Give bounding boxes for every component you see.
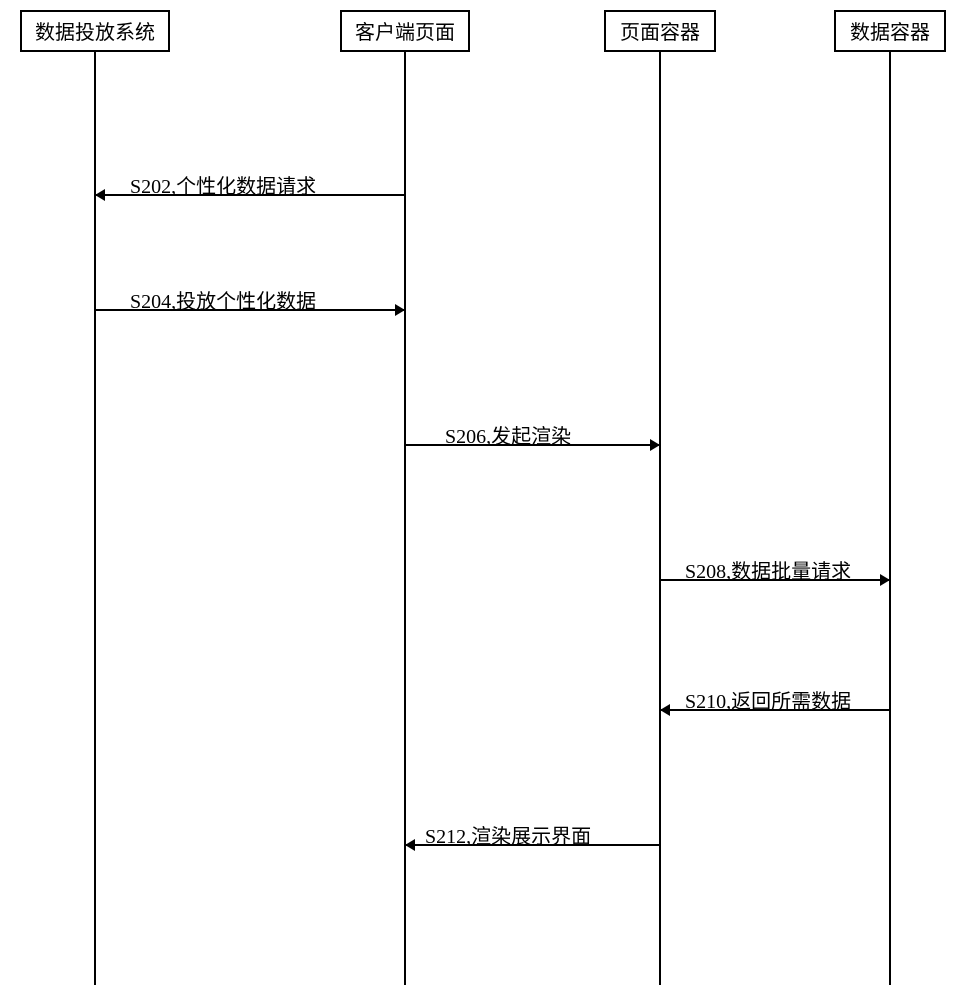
participant-label: 数据容器 (850, 22, 930, 44)
message-arrow-s208 (660, 568, 890, 592)
lifeline-p4 (889, 52, 891, 985)
message-arrow-s206 (405, 433, 660, 457)
participant-box-page-container: 页面容器 (604, 10, 716, 52)
message-arrow-s204 (95, 298, 405, 322)
message-arrow-s210 (660, 698, 890, 722)
participant-label: 数据投放系统 (35, 22, 155, 44)
participant-label: 页面容器 (620, 22, 700, 44)
sequence-diagram: 数据投放系统 客户端页面 页面容器 数据容器 S202,个性化数据请求 S204… (0, 0, 966, 1000)
participant-box-client-page: 客户端页面 (340, 10, 470, 52)
participant-box-data-container: 数据容器 (834, 10, 946, 52)
participant-label: 客户端页面 (355, 22, 455, 44)
message-arrow-s202 (95, 183, 405, 207)
participant-box-data-delivery-system: 数据投放系统 (20, 10, 170, 52)
message-arrow-s212 (405, 833, 660, 857)
